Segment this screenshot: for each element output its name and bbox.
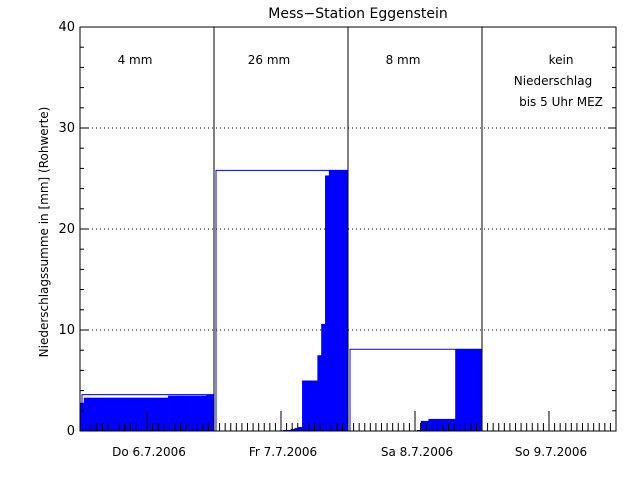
bar-day1-27 bbox=[179, 395, 184, 431]
bar-day1-30 bbox=[191, 395, 196, 431]
bar-day1-22 bbox=[160, 397, 165, 431]
bar-day1-32 bbox=[198, 395, 203, 431]
bar-day1-3 bbox=[87, 397, 92, 431]
bar-day3-26 bbox=[443, 418, 448, 431]
bar-day1-14 bbox=[129, 397, 134, 431]
bar-day2-28 bbox=[317, 355, 322, 431]
bar-day1-10 bbox=[114, 397, 119, 431]
day-label-1: Do 6.7.2006 bbox=[112, 445, 186, 459]
bar-day2-31 bbox=[328, 170, 334, 432]
bar-day3-19 bbox=[416, 429, 422, 431]
bar-day3-24 bbox=[436, 418, 441, 431]
bar-day1-5 bbox=[95, 397, 100, 431]
bar-day1-2 bbox=[83, 397, 89, 431]
day-total-label-2: 26 mm bbox=[248, 53, 290, 67]
bar-day3-32 bbox=[466, 349, 471, 431]
bar-day3-34 bbox=[474, 349, 479, 431]
y-tick-label-40: 40 bbox=[58, 20, 75, 35]
bar-day1-11 bbox=[118, 397, 123, 431]
bar-day2-20 bbox=[286, 429, 291, 431]
total-line-day3 bbox=[349, 348, 482, 431]
y-tick-label-0: 0 bbox=[67, 424, 75, 439]
y-axis-label: Niederschlagssumme in [mm] (Rohwerte) bbox=[37, 107, 51, 358]
total-line-day2 bbox=[215, 169, 348, 431]
bar-day3-30 bbox=[459, 349, 464, 431]
bar-day3-21 bbox=[424, 420, 429, 431]
bar-day2-26 bbox=[309, 380, 314, 431]
bar-day1-17 bbox=[141, 397, 146, 431]
day-total-label-4-line2: Niederschlag bbox=[514, 74, 592, 88]
bar-day1-29 bbox=[187, 395, 192, 431]
bar-day1-8 bbox=[106, 397, 112, 431]
bar-day1-9 bbox=[110, 397, 115, 431]
labels: 0 10 20 30 40 Mess−Station Eggenstein Niedersc… bbox=[37, 6, 603, 459]
bar-day1-34 bbox=[206, 394, 211, 431]
bar-day1-19 bbox=[148, 397, 154, 431]
bar-day3-29 bbox=[455, 349, 460, 431]
plot-frame bbox=[79, 26, 617, 432]
bar-day1-7 bbox=[102, 397, 108, 431]
bar-day3-25 bbox=[439, 418, 445, 431]
y-tick-label-20: 20 bbox=[58, 222, 75, 237]
bar-day1-13 bbox=[125, 397, 131, 431]
bar-day1-28 bbox=[183, 395, 188, 431]
bar-day2-21 bbox=[290, 428, 295, 431]
total-lines bbox=[81, 169, 482, 431]
bar-day1-21 bbox=[156, 397, 161, 431]
day-label-2: Fr 7.7.2006 bbox=[249, 445, 317, 459]
y-tick-label-30: 30 bbox=[58, 121, 75, 136]
day-label-3: Sa 8.7.2006 bbox=[381, 445, 453, 459]
bar-day1-26 bbox=[175, 395, 180, 431]
bar-day1-6 bbox=[99, 397, 104, 431]
total-line-day1 bbox=[81, 394, 214, 431]
bar-day2-24 bbox=[302, 380, 307, 431]
day-total-label-4-line1: kein bbox=[549, 53, 574, 67]
bar-day1-25 bbox=[171, 395, 177, 431]
bar-day2-19 bbox=[282, 429, 288, 431]
bar-day2-35 bbox=[344, 170, 349, 432]
bar-day1-15 bbox=[133, 397, 138, 431]
day-total-label-3: 8 mm bbox=[386, 53, 421, 67]
bar-day3-22 bbox=[428, 418, 433, 431]
bar-day2-27 bbox=[313, 380, 318, 431]
bar-day2-34 bbox=[340, 170, 345, 432]
day-total-label-4-line3: bis 5 Uhr MEZ bbox=[519, 95, 603, 109]
day-total-label-1: 4 mm bbox=[118, 53, 153, 67]
bar-day2-29 bbox=[321, 323, 326, 431]
bar-day1-12 bbox=[122, 397, 127, 431]
bar-day3-31 bbox=[462, 349, 468, 431]
bar-day1-16 bbox=[137, 397, 142, 431]
bar-day2-32 bbox=[332, 170, 337, 432]
bar-day2-22 bbox=[294, 427, 299, 431]
bar-day3-33 bbox=[470, 349, 475, 431]
bar-day3-35 bbox=[478, 349, 483, 431]
bar-day2-25 bbox=[305, 380, 311, 431]
chart-title: Mess−Station Eggenstein bbox=[268, 6, 448, 22]
y-tick-label-10: 10 bbox=[58, 323, 75, 338]
bar-day2-30 bbox=[325, 175, 330, 431]
bar-day2-23 bbox=[298, 426, 303, 431]
bar-day3-23 bbox=[432, 418, 437, 431]
bars bbox=[80, 170, 483, 432]
bar-day1-4 bbox=[91, 397, 96, 431]
bar-day1-24 bbox=[168, 395, 173, 431]
bar-day1-23 bbox=[164, 397, 169, 431]
bar-day1-20 bbox=[152, 397, 157, 431]
bar-day3-27 bbox=[447, 418, 452, 431]
bar-day1-35 bbox=[210, 394, 215, 431]
bar-day3-20 bbox=[420, 420, 425, 431]
bar-day3-28 bbox=[451, 418, 456, 431]
day-label-4: So 9.7.2006 bbox=[515, 445, 587, 459]
bar-day1-31 bbox=[194, 395, 200, 431]
bar-day1-33 bbox=[202, 395, 207, 431]
bar-day2-33 bbox=[336, 170, 341, 432]
